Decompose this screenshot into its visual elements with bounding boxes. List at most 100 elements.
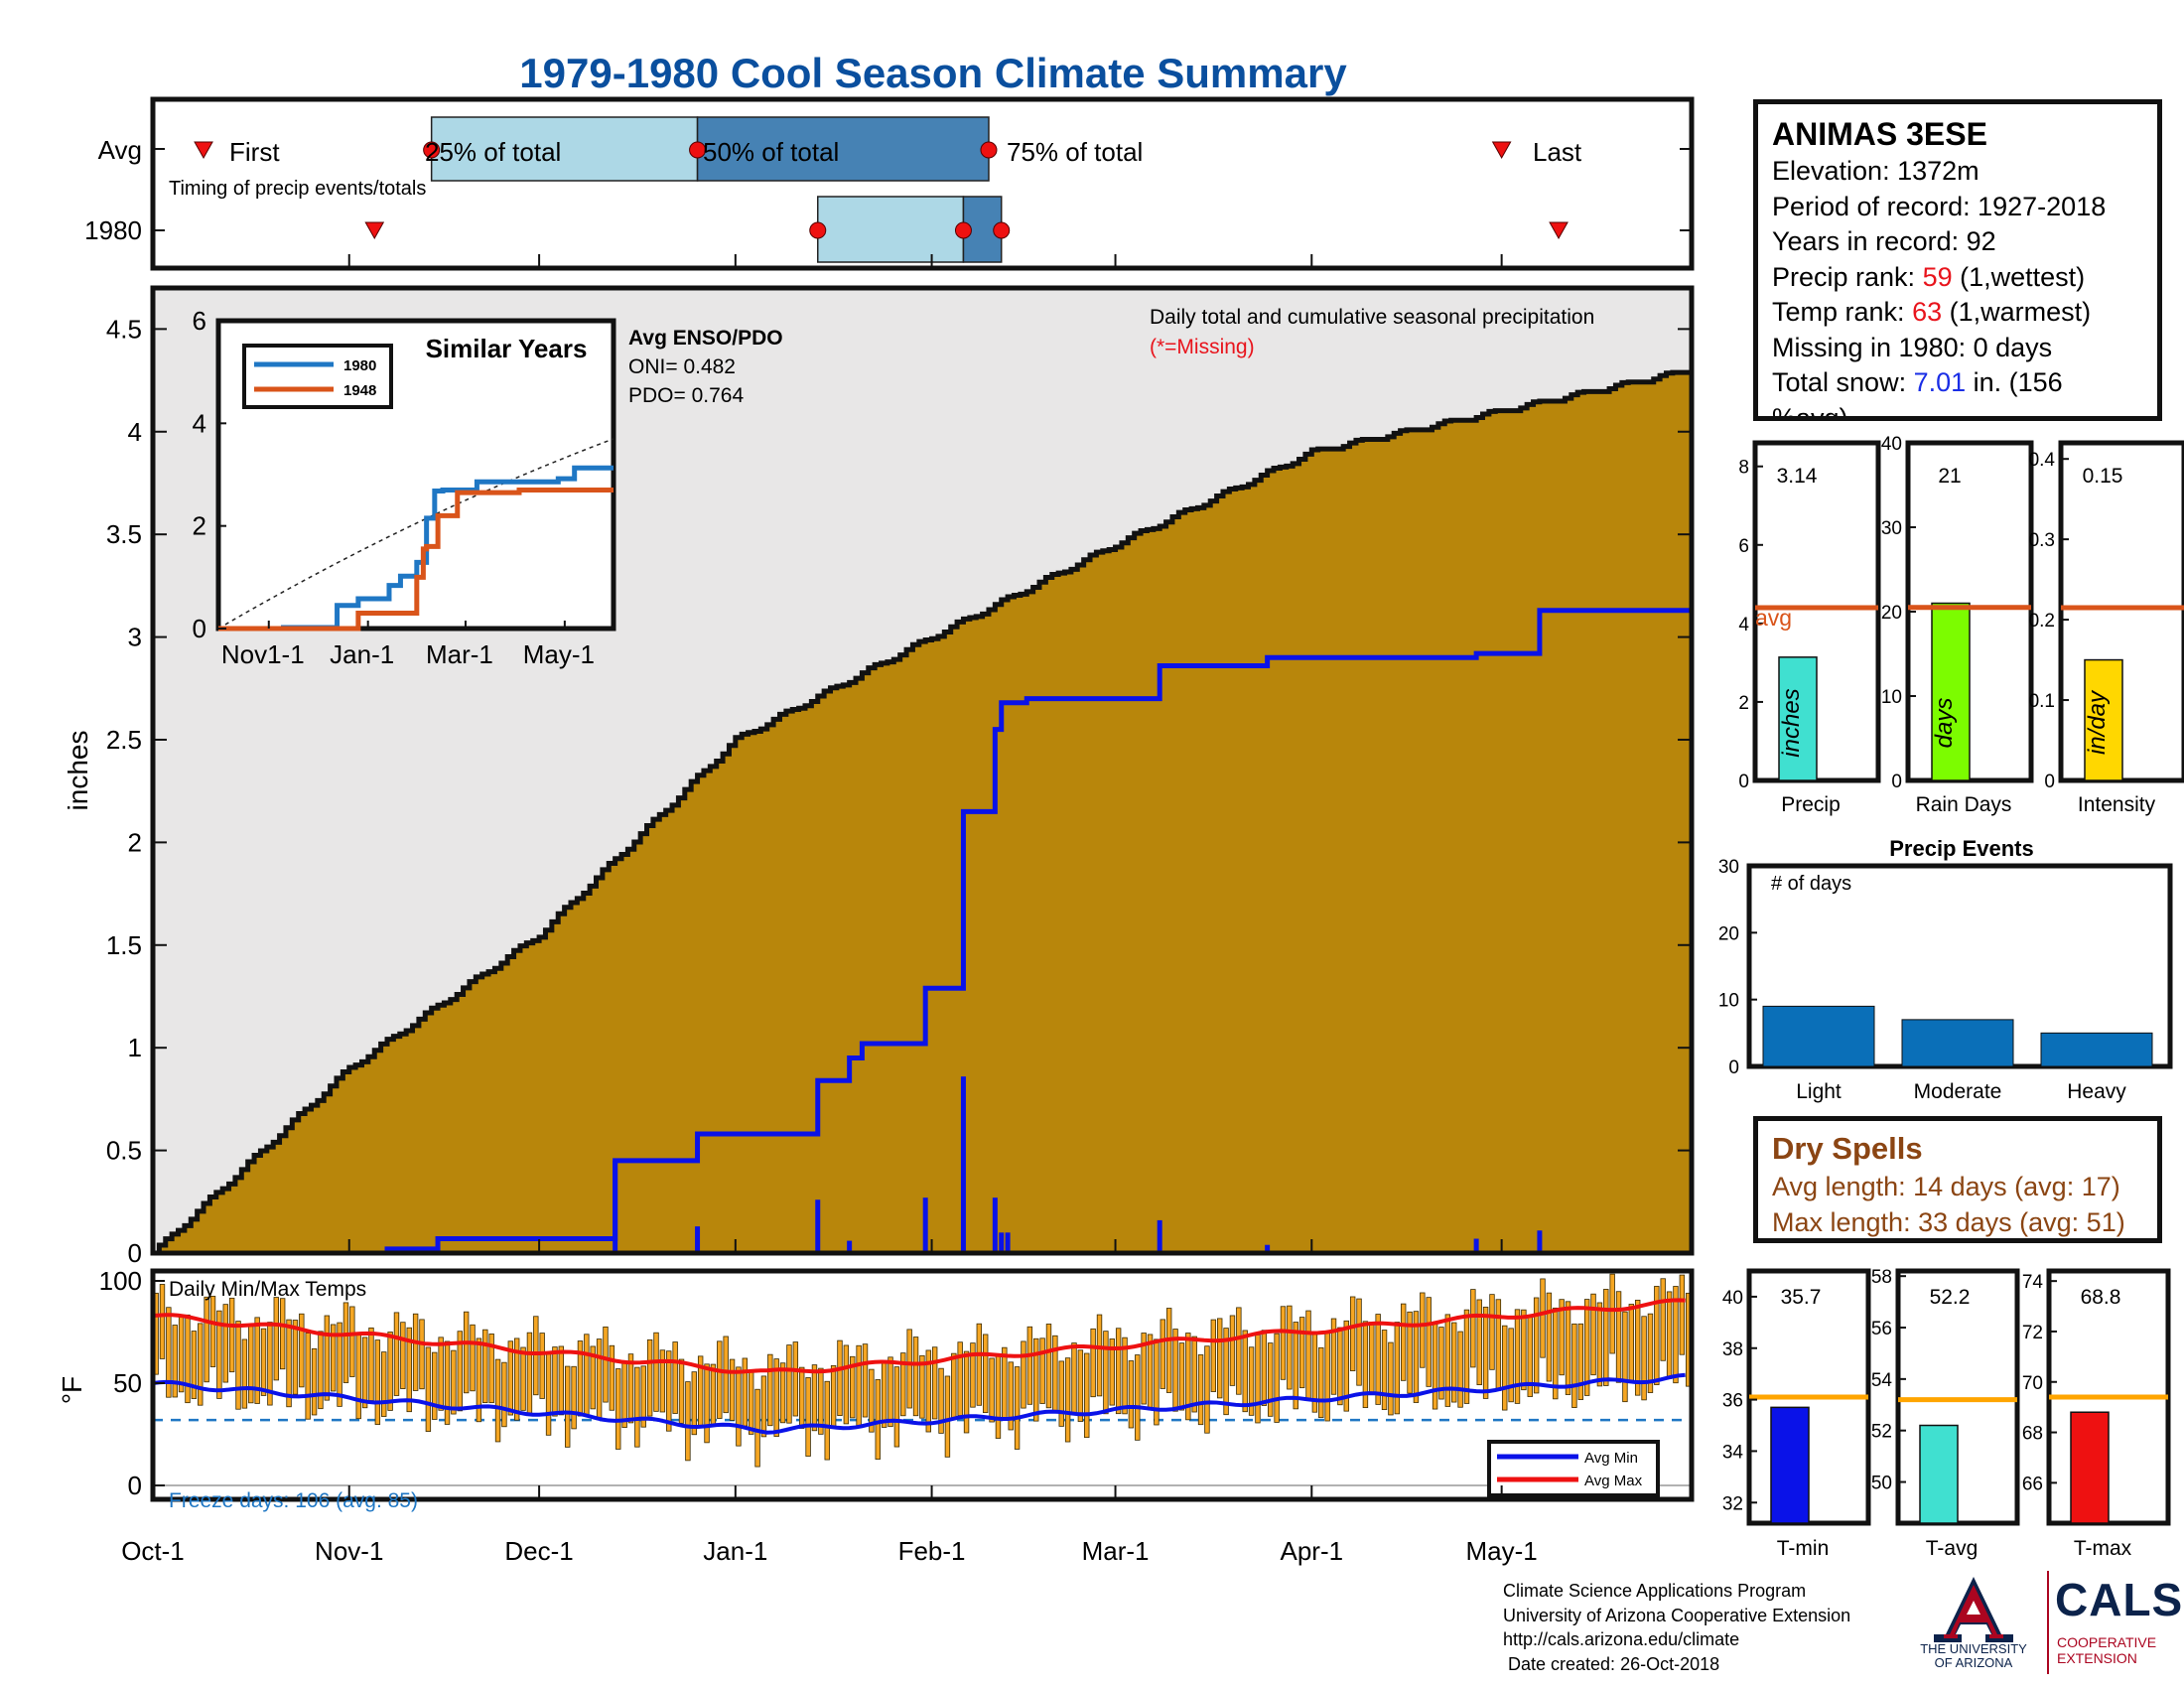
daily-temp-bar: [893, 1366, 900, 1448]
date-xtick-label: May-1: [1466, 1536, 1538, 1566]
daily-temp-bar: [963, 1350, 970, 1434]
bar-panel-ytick-label: 10: [1881, 687, 1902, 708]
daily-temp-bar: [558, 1345, 565, 1416]
daily-precip-bar: [1005, 1232, 1011, 1253]
cals-logo: CALS: [2055, 1574, 2184, 1625]
daily-temp-bar: [526, 1332, 533, 1414]
avg-cumulative-area: [153, 372, 1692, 1253]
precip-ytick-label: 0.5: [106, 1136, 142, 1166]
event-bar-light: [1762, 1005, 1875, 1067]
daily-temp-bar: [374, 1339, 381, 1425]
footer-line-3: http://cals.arizona.edu/climate: [1503, 1629, 1740, 1649]
temp-bar-ytick-label: 34: [1722, 1442, 1744, 1463]
temp-bar-ytick-label: 66: [2022, 1474, 2043, 1494]
daily-temp-bar: [760, 1375, 767, 1438]
timing-row-label-avg: Avg: [98, 135, 142, 165]
timing-label-first: First: [229, 137, 280, 167]
daily-temp-bar: [1521, 1309, 1527, 1391]
daily-temp-bar: [1673, 1286, 1679, 1384]
daily-temp-bar: [1293, 1322, 1298, 1410]
temp-bar-tavg: [1919, 1424, 1959, 1524]
daily-temp-bar: [1191, 1336, 1197, 1413]
daily-temp-bar: [286, 1319, 292, 1408]
bar-panel-ytick-label: 0: [1891, 772, 1902, 792]
bar-raindays: [1931, 602, 1971, 781]
timing-label-75: 75% of total: [1007, 137, 1143, 167]
daily-temp-bar: [1343, 1320, 1349, 1412]
date-xtick-label: Jan-1: [703, 1536, 767, 1566]
daily-temp-bar: [742, 1357, 749, 1427]
daily-temp-bar: [1115, 1328, 1122, 1415]
daily-temp-bar: [482, 1329, 488, 1404]
daily-temp-bar: [1064, 1357, 1071, 1443]
temp-bar-ytick-label: 38: [1722, 1339, 1743, 1360]
footer-credits: Climate Science Applications Program Uni…: [1503, 1579, 1850, 1676]
daily-temp-bar: [228, 1297, 235, 1373]
daily-temp-bar: [1147, 1334, 1154, 1411]
daily-temp-bar: [419, 1319, 425, 1390]
daily-temp-bar: [1045, 1324, 1052, 1409]
precip-ytick-label: 1: [128, 1033, 142, 1062]
daily-temp-bar: [1514, 1309, 1521, 1404]
daily-temp-bar: [1324, 1331, 1330, 1422]
enso-title: Avg ENSO/PDO: [628, 327, 783, 350]
logo-divider: [2047, 1571, 2049, 1674]
label-precip: Precip: [1781, 793, 1841, 816]
daily-temp-bar: [1590, 1293, 1596, 1376]
precip-ytick-label: 3: [128, 623, 142, 652]
daily-temp-bar: [1261, 1330, 1268, 1406]
bar-intensity: [2084, 658, 2123, 781]
temp-ytick-label: 100: [99, 1266, 142, 1296]
daily-temp-bar: [995, 1354, 1002, 1439]
daily-temp-bar: [1641, 1316, 1647, 1401]
daily-temp-bar: [678, 1358, 685, 1424]
bar-panel-ytick-label: 30: [1881, 518, 1902, 539]
daily-temp-bar: [931, 1346, 938, 1420]
precip-ytick-label: 1.5: [106, 930, 142, 960]
daily-temp-bar: [818, 1367, 824, 1435]
temp-bar-ytick-label: 36: [1722, 1391, 1743, 1412]
daily-temp-bar: [1242, 1330, 1248, 1413]
precip-panel: 0 0.5 1 1.5 2 2.5 3 3.5 4 4.5 inches Daily total …: [63, 285, 1695, 1268]
temp-label-tmin: T-min: [1777, 1537, 1830, 1560]
temp-panel: Daily Min/Max Temps Freeze days: 106 (av…: [57, 1266, 1695, 1512]
temp-value-tmin: 35.7: [1781, 1286, 1822, 1309]
daily-temp-bar: [1349, 1296, 1356, 1371]
timing-triangle-last: [1549, 221, 1569, 240]
daily-temp-bar: [1014, 1366, 1021, 1450]
precip-caption: Daily total and cumulative seasonal prec…: [1150, 306, 1594, 329]
daily-temp-bar: [539, 1333, 545, 1399]
temp-bar-panel-tmin: 35.7 T-min 32 34 36 38 40: [1722, 1268, 1871, 1560]
bar-panel-ytick-label: 8: [1738, 458, 1749, 479]
daily-temp-bar: [1489, 1294, 1495, 1370]
daily-temp-bar: [1356, 1298, 1362, 1386]
event-bar-moderate: [1901, 1019, 2014, 1067]
daily-temp-bar: [1457, 1331, 1463, 1408]
daily-temp-bar: [912, 1336, 919, 1417]
daily-temp-bar: [1622, 1311, 1628, 1403]
daily-temp-bar: [1407, 1311, 1413, 1394]
daily-temp-bar: [279, 1298, 286, 1370]
daily-temp-bar: [1178, 1342, 1185, 1411]
inset-xtick-label: May-1: [523, 639, 595, 669]
daily-temp-bar: [691, 1371, 697, 1436]
timing-marker-p50: [954, 221, 972, 239]
daily-temp-bar: [1369, 1322, 1375, 1394]
daily-temp-bar: [1330, 1318, 1337, 1395]
daily-temp-bar: [951, 1352, 957, 1420]
daily-temp-bar: [235, 1321, 241, 1410]
daily-temp-bar: [1071, 1342, 1077, 1415]
daily-temp-bar: [331, 1324, 337, 1392]
daily-temp-bar: [1400, 1303, 1407, 1381]
daily-temp-bar: [970, 1342, 976, 1408]
daily-temp-bar: [1058, 1360, 1064, 1427]
daily-temp-bar: [906, 1329, 912, 1409]
temp-value-tmax: 68.8: [2081, 1286, 2121, 1309]
temp-label-tavg: T-avg: [1926, 1537, 1979, 1560]
daily-temp-bar: [1596, 1302, 1603, 1387]
precip-ytick-label: 3.5: [106, 519, 142, 549]
university-name: THE UNIVERSITY OF ARIZONA: [1920, 1641, 2027, 1670]
daily-temp-bar: [710, 1363, 717, 1425]
daily-temp-bar: [337, 1322, 342, 1407]
value-raindays: 21: [1938, 465, 1961, 488]
